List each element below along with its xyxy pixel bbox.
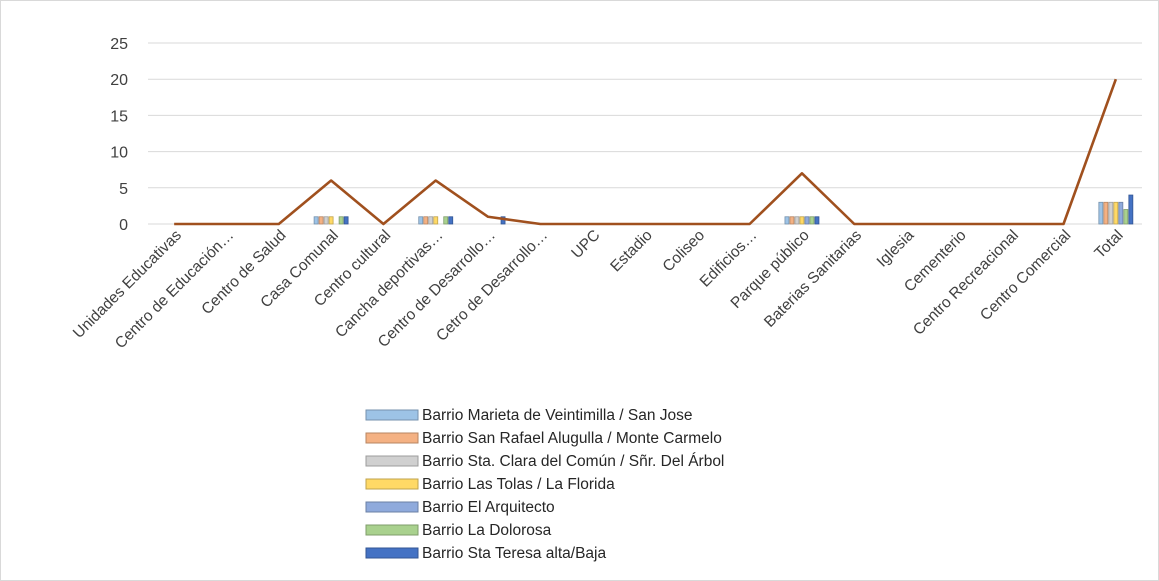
bar (338, 216, 344, 225)
y-tick-label: 10 (110, 145, 128, 162)
bar (443, 216, 449, 225)
bar (313, 216, 319, 225)
legend-label: Barrio Marieta de Veintimilla / San Jose (422, 407, 693, 424)
total-line (174, 78, 1118, 226)
legend-label: Barrio San Rafael Alugulla / Monte Carme… (422, 430, 722, 447)
bar (1113, 201, 1119, 225)
bar (328, 216, 334, 225)
legend-label: Barrio Sta. Clara del Común / Sñr. Del Á… (422, 453, 724, 470)
bar (418, 216, 424, 225)
bar (1098, 201, 1104, 225)
y-tick-label: 20 (110, 72, 128, 89)
bar (794, 216, 800, 225)
bar (1103, 201, 1109, 225)
y-tick-label: 15 (110, 108, 128, 125)
bar (343, 216, 349, 225)
x-tick-label: Iglesia (874, 227, 918, 271)
legend-swatch (365, 501, 419, 513)
bar (789, 216, 795, 225)
bar (428, 216, 434, 225)
bar (1128, 194, 1134, 225)
legend-label: Barrio El Arquitecto (422, 499, 555, 516)
bar-layer (313, 194, 1134, 225)
legend-label: Barrio La Dolorosa (422, 522, 552, 539)
x-tick-label: Total (1091, 227, 1126, 262)
bar (809, 216, 815, 225)
legend-swatch (365, 455, 419, 467)
bar (433, 216, 439, 225)
x-tick-label: Coliseo (660, 227, 709, 276)
grid-layer (148, 42, 1142, 225)
x-tick-label: Estadio (607, 227, 656, 276)
legend-label: Barrio Sta Teresa alta/Baja (422, 545, 606, 562)
bar (1118, 201, 1124, 225)
bar (318, 216, 324, 225)
y-tick-label: 5 (119, 181, 128, 198)
bar (799, 216, 805, 225)
legend-swatch (365, 547, 419, 559)
legend-label: Barrio Las Tolas / La Florida (422, 476, 615, 493)
bar (784, 216, 790, 225)
legend-swatch (365, 432, 419, 444)
legend-swatch (365, 409, 419, 421)
y-tick-label: 0 (119, 217, 128, 234)
bar (1108, 201, 1114, 225)
legend: Barrio Marieta de Veintimilla / San Jose… (365, 407, 724, 562)
x-tick-label: Baterias Sanitarias (761, 227, 865, 331)
y-tick-label: 25 (110, 36, 128, 53)
bar (423, 216, 429, 225)
line-layer (174, 78, 1118, 226)
legend-swatch (365, 478, 419, 490)
bar (448, 216, 454, 225)
bar (1123, 209, 1129, 225)
bar (804, 216, 810, 225)
y-axis-tick-labels: 0 5 10 15 20 25 (110, 36, 128, 234)
x-tick-label: Centro Comercial (977, 227, 1074, 324)
bar (323, 216, 329, 225)
bar (814, 216, 820, 225)
legend-swatch (365, 524, 419, 536)
x-tick-label: UPC (568, 227, 603, 262)
